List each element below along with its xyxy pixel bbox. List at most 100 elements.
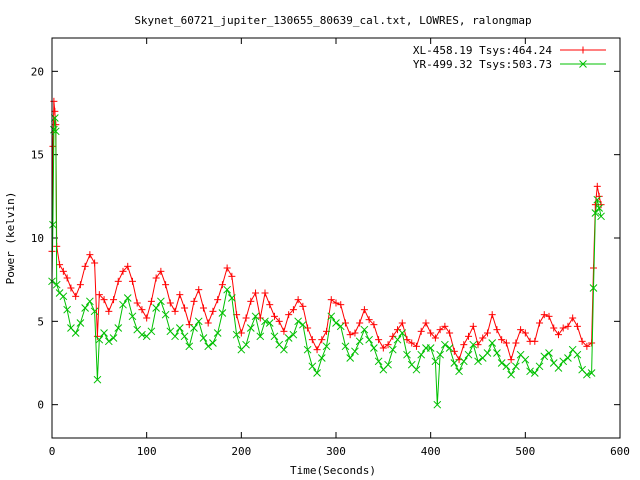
data-point [455,356,463,364]
data-point [185,342,194,351]
data-point [427,329,435,337]
y-tick-label: 15 [31,149,44,162]
data-point [336,322,345,331]
data-point [123,294,132,302]
data-point [341,319,349,327]
data-point [247,297,255,305]
data-point [223,285,231,294]
data-point [564,354,572,362]
data-point [479,334,487,342]
data-point [465,332,473,340]
x-tick-label: 200 [231,445,251,458]
data-point [341,342,350,351]
data-point [593,182,601,190]
legend-marker [579,60,587,68]
data-point [204,319,212,327]
y-axis-ticks: 0 5 10 15 20 [31,65,620,412]
data-point [303,345,312,354]
data-point [49,142,57,150]
data-point [450,359,459,367]
data-point [256,314,264,322]
legend-key-xl [560,46,606,54]
x-tick-label: 400 [421,445,441,458]
data-point [422,319,430,327]
data-point [521,329,529,337]
legend-key-yr [560,60,606,68]
data-point [280,327,288,335]
data-point [474,341,482,349]
data-point [388,345,397,354]
data-point [374,357,383,366]
data-point [588,339,596,347]
data-point [483,349,492,357]
data-point [161,310,170,319]
data-point [554,364,563,372]
data-point [483,329,491,337]
data-point [356,319,364,327]
data-point [431,334,439,342]
x-tick-label: 600 [610,445,630,458]
data-point [507,356,515,364]
data-point [573,350,582,359]
data-point [313,346,321,354]
data-point [384,341,392,349]
data-point [252,289,260,297]
data-point [51,127,60,136]
data-point [209,307,217,315]
data-point [507,370,515,379]
data-point [95,335,104,344]
data-point [360,306,368,314]
data-point [76,281,84,289]
data-point [337,301,345,309]
legend: XL-458.19 Tsys:464.24 YR-499.32 Tsys:503… [413,44,606,71]
data-point [573,322,581,330]
data-point [493,326,501,334]
legend-marker [579,46,587,54]
data-point [370,321,378,329]
data-point [138,306,146,314]
data-point [455,367,463,376]
data-point [294,317,302,326]
data-point [370,344,378,352]
data-point [569,314,577,322]
data-point [59,267,67,275]
series-yr [48,114,605,409]
data-point [488,311,496,319]
data-point [308,362,317,371]
data-point [346,354,355,362]
data-point [128,277,136,285]
data-point [246,324,255,332]
data-point [49,220,57,229]
data-point [299,320,307,329]
data-point [332,299,340,307]
series-xl [48,97,605,364]
data-point [261,289,269,297]
data-point [270,312,278,320]
data-point [95,291,103,299]
data-point [365,335,373,344]
data-point [535,362,544,371]
data-point [583,342,591,350]
data-point [398,319,406,327]
data-point [270,332,279,341]
data-point [199,304,207,312]
data-point [332,319,340,327]
data-point [242,340,250,349]
data-point [195,286,203,294]
data-point [327,296,335,304]
series-line [51,117,602,405]
x-tick-label: 300 [326,445,346,458]
data-point [426,344,435,352]
data-point [110,296,118,304]
data-point [403,336,411,344]
data-point [81,262,89,270]
data-point [109,334,118,342]
data-point [265,319,274,327]
data-point [412,365,421,374]
data-point [502,339,510,347]
data-point [446,329,454,337]
data-point [232,330,241,339]
y-tick-label: 5 [37,315,44,328]
data-point [228,294,236,302]
